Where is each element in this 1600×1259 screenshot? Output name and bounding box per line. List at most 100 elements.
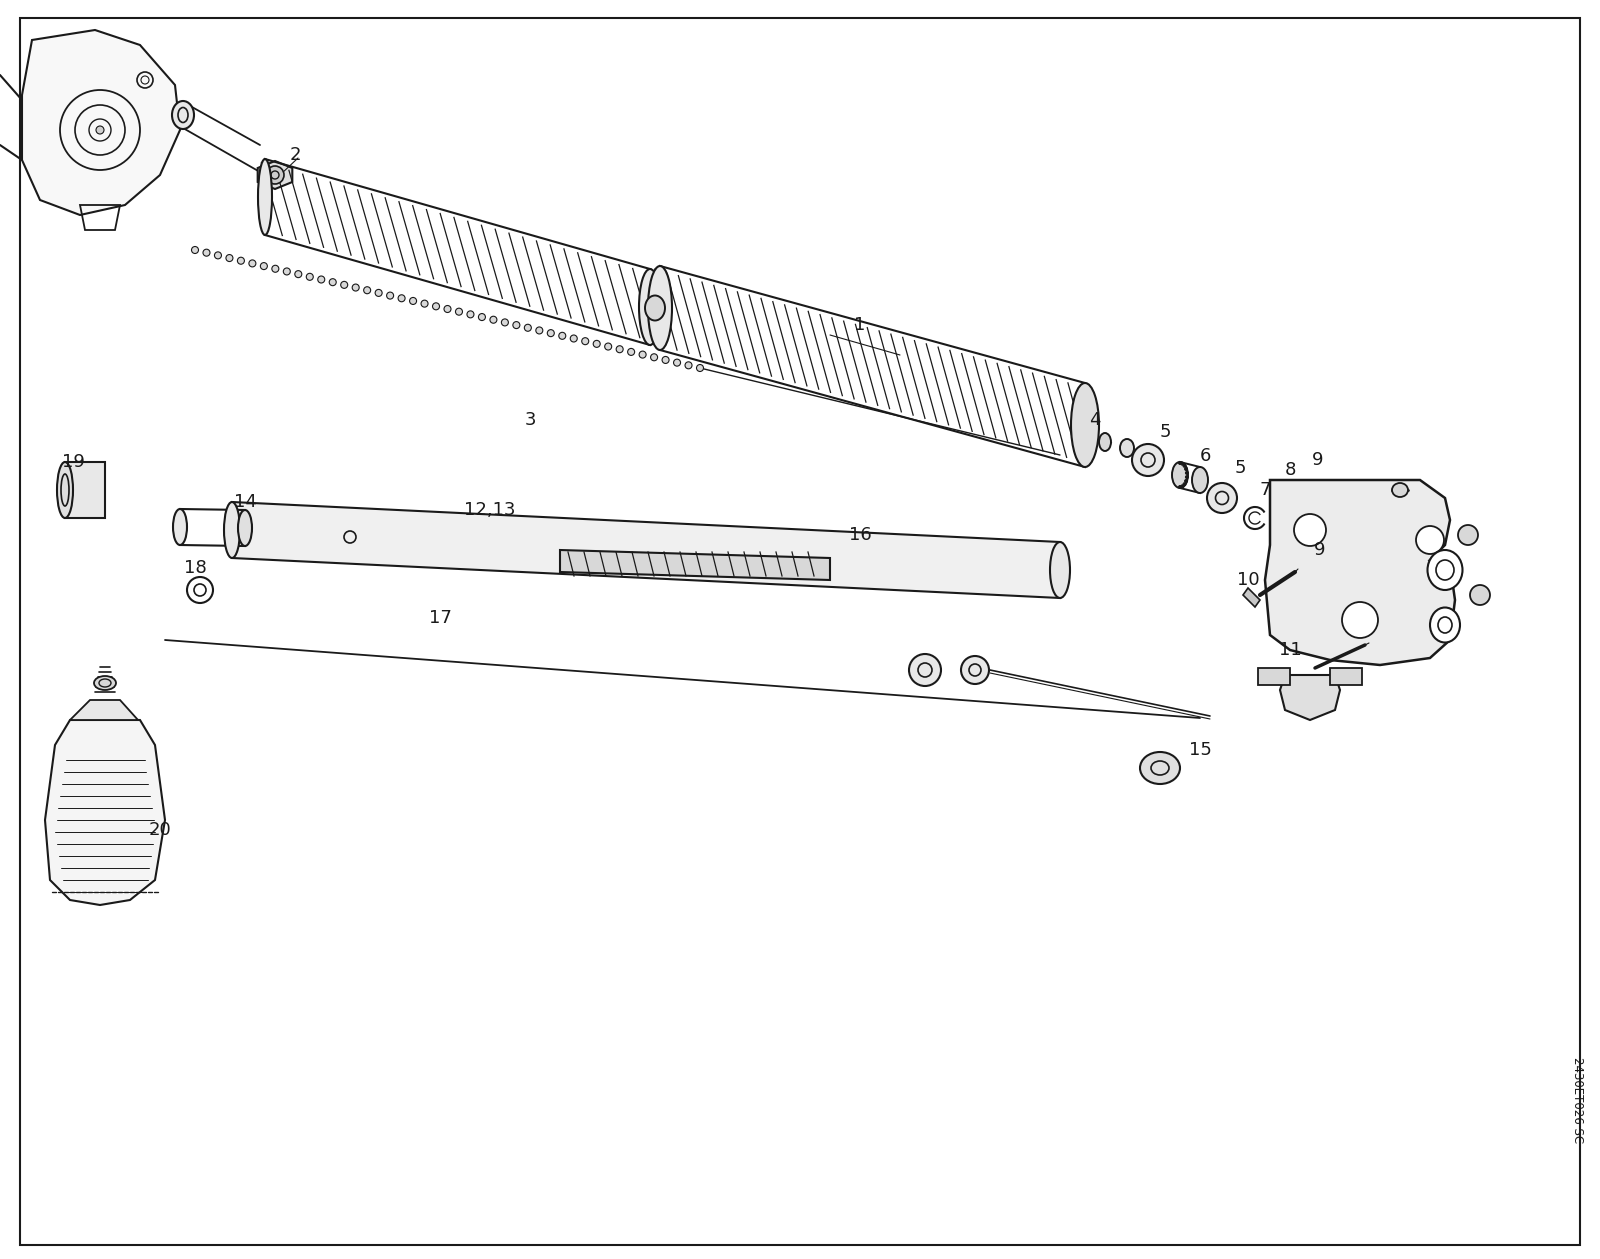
Circle shape <box>387 292 394 300</box>
Ellipse shape <box>638 269 661 345</box>
Text: 12,13: 12,13 <box>464 501 515 519</box>
Ellipse shape <box>1139 752 1181 784</box>
Ellipse shape <box>1206 483 1237 512</box>
Circle shape <box>651 354 658 361</box>
Circle shape <box>237 257 245 264</box>
Circle shape <box>1179 486 1181 488</box>
Circle shape <box>272 266 278 272</box>
Circle shape <box>514 321 520 329</box>
Circle shape <box>536 327 542 334</box>
Circle shape <box>1182 482 1186 486</box>
Circle shape <box>605 342 611 350</box>
Circle shape <box>558 332 566 340</box>
Text: 6: 6 <box>1200 447 1211 465</box>
Text: 7: 7 <box>1259 481 1270 499</box>
Circle shape <box>432 303 440 310</box>
Polygon shape <box>560 550 830 580</box>
Circle shape <box>1181 485 1184 487</box>
Circle shape <box>1186 471 1189 475</box>
Text: 4: 4 <box>1090 410 1101 429</box>
Ellipse shape <box>909 653 941 686</box>
Circle shape <box>674 359 680 366</box>
Text: 5: 5 <box>1160 423 1171 441</box>
Circle shape <box>1181 462 1184 466</box>
Ellipse shape <box>648 266 672 350</box>
Circle shape <box>1470 585 1490 606</box>
Circle shape <box>1416 526 1443 554</box>
Circle shape <box>306 273 314 281</box>
Ellipse shape <box>96 126 104 133</box>
Ellipse shape <box>1120 439 1134 457</box>
Ellipse shape <box>1430 608 1459 642</box>
Circle shape <box>696 365 704 371</box>
Ellipse shape <box>1133 444 1165 476</box>
Circle shape <box>638 351 646 358</box>
Polygon shape <box>1243 588 1261 607</box>
Circle shape <box>192 247 198 253</box>
Ellipse shape <box>1070 383 1099 467</box>
Circle shape <box>616 346 622 353</box>
Polygon shape <box>232 502 1059 598</box>
Ellipse shape <box>238 510 253 546</box>
Circle shape <box>250 259 256 267</box>
Ellipse shape <box>1099 433 1110 451</box>
Circle shape <box>352 285 358 291</box>
Polygon shape <box>70 700 138 720</box>
Circle shape <box>456 308 462 315</box>
Text: 3: 3 <box>525 410 536 429</box>
Text: 18: 18 <box>184 559 206 577</box>
Text: 11: 11 <box>1278 641 1301 658</box>
Circle shape <box>1458 525 1478 545</box>
Polygon shape <box>1280 675 1341 720</box>
Circle shape <box>1186 476 1189 478</box>
Circle shape <box>226 254 234 262</box>
Circle shape <box>582 337 589 345</box>
Circle shape <box>294 271 302 278</box>
Text: 20: 20 <box>149 821 171 838</box>
Text: 1: 1 <box>854 316 866 334</box>
Circle shape <box>421 300 429 307</box>
Ellipse shape <box>962 656 989 684</box>
Ellipse shape <box>1427 550 1462 590</box>
Circle shape <box>662 356 669 364</box>
Circle shape <box>374 290 382 296</box>
Text: 17: 17 <box>429 609 451 627</box>
Ellipse shape <box>58 462 74 517</box>
Circle shape <box>318 276 325 283</box>
Polygon shape <box>1330 669 1362 685</box>
Text: 15: 15 <box>1189 742 1211 759</box>
Ellipse shape <box>1050 543 1070 598</box>
Circle shape <box>1184 467 1187 471</box>
Polygon shape <box>258 161 293 189</box>
Ellipse shape <box>266 166 285 184</box>
Circle shape <box>525 325 531 331</box>
Circle shape <box>214 252 221 259</box>
Circle shape <box>1342 602 1378 638</box>
Circle shape <box>410 297 416 305</box>
Text: 2: 2 <box>290 146 301 164</box>
Ellipse shape <box>94 676 115 690</box>
Circle shape <box>1179 462 1181 465</box>
Circle shape <box>490 316 498 324</box>
Ellipse shape <box>1392 483 1408 497</box>
Text: 10: 10 <box>1237 572 1259 589</box>
Circle shape <box>570 335 578 342</box>
Polygon shape <box>1258 669 1290 685</box>
Text: 9: 9 <box>1314 541 1326 559</box>
Circle shape <box>363 287 371 293</box>
Circle shape <box>594 340 600 347</box>
Circle shape <box>467 311 474 317</box>
Text: 19: 19 <box>61 453 85 471</box>
Text: 16: 16 <box>848 526 872 544</box>
Circle shape <box>341 281 347 288</box>
Circle shape <box>501 319 509 326</box>
Polygon shape <box>22 30 179 215</box>
Ellipse shape <box>1171 462 1187 488</box>
Polygon shape <box>66 462 106 517</box>
Polygon shape <box>1266 480 1454 665</box>
Circle shape <box>478 313 485 321</box>
Ellipse shape <box>258 159 272 235</box>
Circle shape <box>203 249 210 256</box>
Ellipse shape <box>173 101 194 128</box>
Circle shape <box>398 295 405 302</box>
